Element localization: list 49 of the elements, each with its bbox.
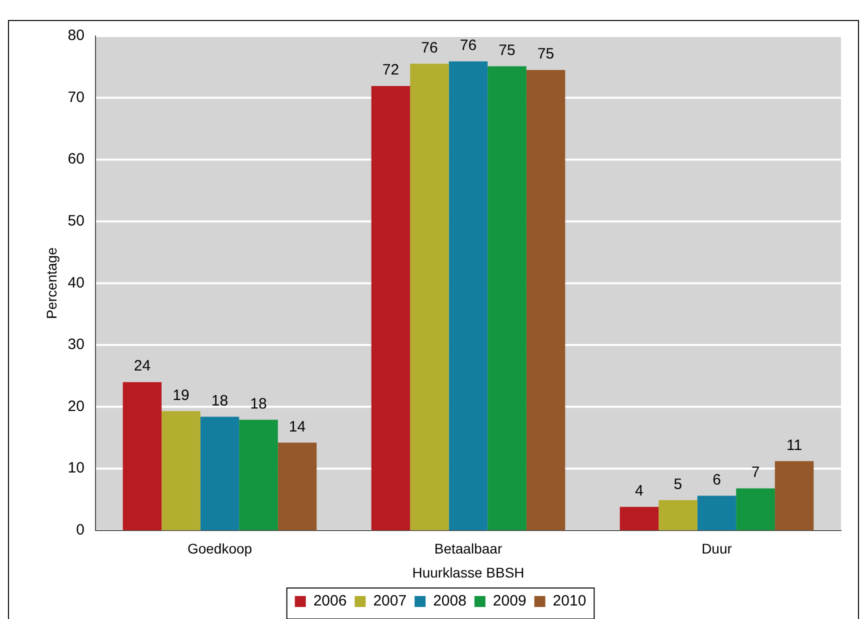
x-tick-label: Duur: [702, 540, 732, 557]
bar: [774, 461, 814, 530]
x-tick-label: Goedkoop: [187, 540, 252, 557]
y-tick-label: 80: [68, 27, 84, 44]
data-label: 75: [537, 46, 554, 63]
bar: [736, 488, 775, 530]
bar: [658, 500, 698, 530]
legend-label: 2008: [433, 592, 466, 610]
y-tick-label: 0: [76, 522, 84, 539]
data-label: 18: [250, 395, 267, 412]
data-label: 19: [172, 386, 190, 404]
data-label: 75: [498, 42, 516, 59]
data-label: 6: [712, 471, 721, 488]
data-label: 24: [134, 358, 151, 375]
data-label: 72: [382, 62, 400, 79]
y-axis-title: Percentage: [43, 247, 60, 320]
data-label: 11: [786, 436, 802, 454]
y-tick-label: 70: [68, 88, 84, 106]
bar: [448, 61, 488, 530]
legend-label: 2006: [313, 592, 347, 610]
bar: [278, 442, 317, 530]
bar: [200, 416, 240, 530]
data-label: 76: [460, 36, 477, 54]
bar: [122, 382, 162, 530]
bar: [620, 506, 659, 530]
x-tick-label: Betaalbaar: [434, 540, 502, 557]
bar: [526, 70, 566, 530]
y-tick-label: 20: [68, 398, 84, 415]
data-label: 14: [288, 418, 306, 436]
bar: [162, 411, 200, 530]
legend-label: 2007: [373, 592, 407, 610]
y-tick-label: 30: [68, 336, 84, 354]
data-label: 18: [211, 392, 228, 410]
bar: [697, 496, 736, 530]
data-label: 7: [751, 464, 760, 482]
bar: [488, 66, 526, 530]
x-axis-title: Huurklasse BBSH: [412, 564, 524, 580]
y-tick-label: 60: [68, 150, 84, 168]
data-label: 76: [421, 39, 438, 56]
y-tick-label: 50: [68, 212, 84, 230]
y-tick-label: 10: [68, 460, 84, 477]
bar: [371, 86, 410, 530]
data-label: 5: [674, 476, 682, 493]
bar: [410, 64, 449, 530]
legend-label: 2009: [492, 592, 526, 610]
data-label: 4: [635, 482, 644, 500]
legend-label: 2010: [552, 592, 586, 610]
bar: [239, 420, 278, 530]
y-tick-label: 40: [68, 274, 84, 292]
